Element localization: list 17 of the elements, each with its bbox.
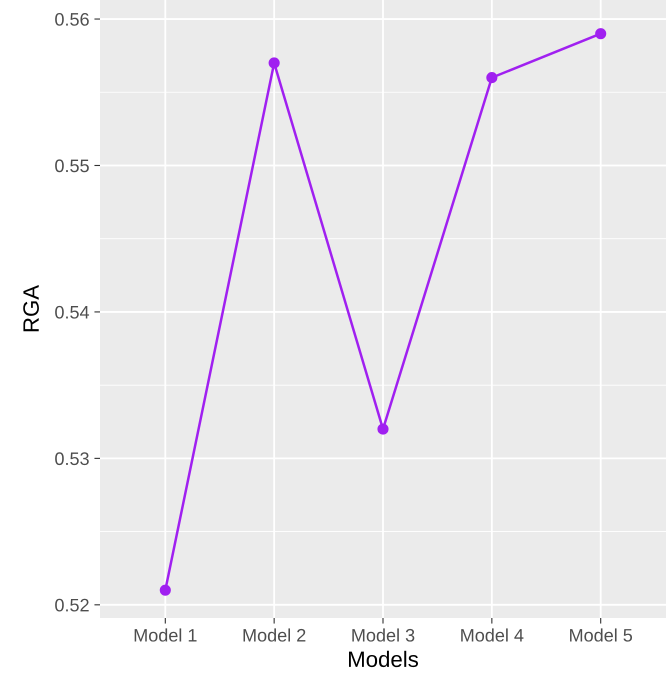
x-tick-label: Model 3 [352,628,414,642]
x-tick-label: Model 4 [461,628,524,642]
point [377,424,389,435]
x-tick-label: Model 1 [134,628,197,642]
point [160,584,171,596]
y-tick-label: 0.56 [55,12,89,26]
y-axis-title: RGA [23,284,39,332]
point [486,72,498,84]
point [268,57,280,69]
y-tick-label: 0.52 [55,598,89,612]
x-tick-label: Model 2 [244,628,306,642]
point [595,28,606,40]
x-tick-label: Model 5 [570,628,632,642]
y-tick-label: 0.53 [55,452,89,466]
y-tick-label: 0.54 [55,306,90,319]
y-tick-label: 0.55 [55,159,89,172]
x-axis-title: Models [349,650,418,668]
